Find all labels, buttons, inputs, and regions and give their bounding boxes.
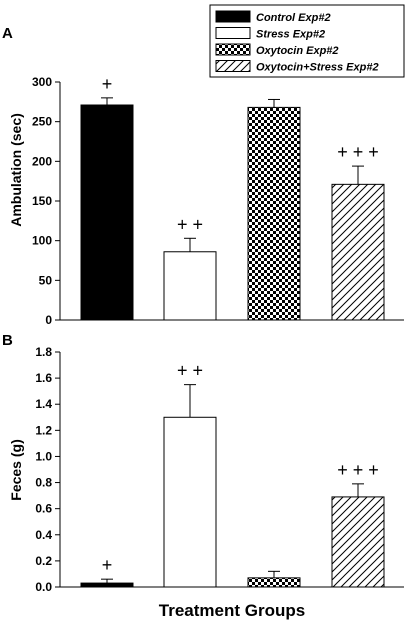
- y-tick-label: 0.2: [35, 554, 52, 568]
- significance-annotation: + + +: [337, 460, 379, 480]
- bar: [163, 416, 217, 588]
- legend-swatch: [215, 43, 251, 56]
- panel-a-plot-area: 0 50 100 150 200 250 300 + + + + + +: [32, 74, 404, 327]
- bar: [80, 582, 134, 588]
- significance-annotation: + +: [177, 361, 203, 381]
- y-tick-label: 150: [32, 194, 52, 208]
- panel-b-plot-area: 0.0 0.2 0.4 0.6 0.8 1.0 1.2 1.4 1.6 1.8 + + + + + +: [35, 345, 404, 594]
- legend-label: Oxytocin+Stress Exp#2: [256, 62, 379, 74]
- legend-swatch: [215, 10, 251, 23]
- x-axis-label: Treatment Groups: [159, 601, 305, 620]
- bar: [247, 577, 301, 588]
- y-tick-label: 1.8: [35, 345, 52, 359]
- panel-b-chart: B Feces (g) 0.0 0.2 0.4 0.6 0.8 1.0 1.2 1.4 1.6 1…: [2, 332, 404, 594]
- y-tick-label: 0.4: [35, 528, 52, 542]
- significance-annotation: +: [102, 74, 113, 94]
- y-tick-label: 0.8: [35, 476, 52, 490]
- y-tick-label: 0.6: [35, 502, 52, 516]
- bar: [80, 104, 134, 321]
- y-tick-label: 100: [32, 234, 52, 248]
- legend-label: Stress Exp#2: [256, 29, 325, 41]
- y-tick-label: 1.4: [35, 397, 52, 411]
- bar: [331, 183, 385, 321]
- y-tick-label: 250: [32, 115, 52, 129]
- legend-label: Control Exp#2: [256, 12, 331, 24]
- bar: [331, 496, 385, 588]
- significance-annotation: +: [102, 555, 113, 575]
- y-tick-label: 200: [32, 154, 52, 168]
- y-tick-label: 0.0: [35, 580, 52, 594]
- panel-b-label: B: [2, 332, 13, 349]
- panel-a-label: A: [2, 25, 13, 42]
- y-tick-label: 0: [45, 313, 52, 327]
- panel-a-ylabel: Ambulation (sec): [8, 113, 24, 227]
- legend-label: Oxytocin Exp#2: [256, 45, 339, 57]
- legend-swatch: [215, 60, 251, 72]
- legend-swatch: [215, 27, 251, 39]
- y-tick-label: 300: [32, 75, 52, 89]
- bar: [163, 251, 217, 321]
- y-tick-label: 1.2: [35, 423, 52, 437]
- y-tick-label: 1.6: [35, 371, 52, 385]
- bar: [247, 106, 301, 321]
- panel-a-chart: A Ambulation (sec) 0 50 100 150 200 250 300 + + …: [2, 25, 404, 327]
- significance-annotation: + + +: [337, 142, 379, 162]
- legend: Control Exp#2 Stress Exp#2 Oxytocin Exp#2 O…: [209, 4, 405, 78]
- significance-annotation: + +: [177, 214, 203, 234]
- panel-b-ylabel: Feces (g): [8, 439, 24, 500]
- y-tick-label: 1.0: [35, 449, 52, 463]
- y-tick-label: 50: [39, 273, 53, 287]
